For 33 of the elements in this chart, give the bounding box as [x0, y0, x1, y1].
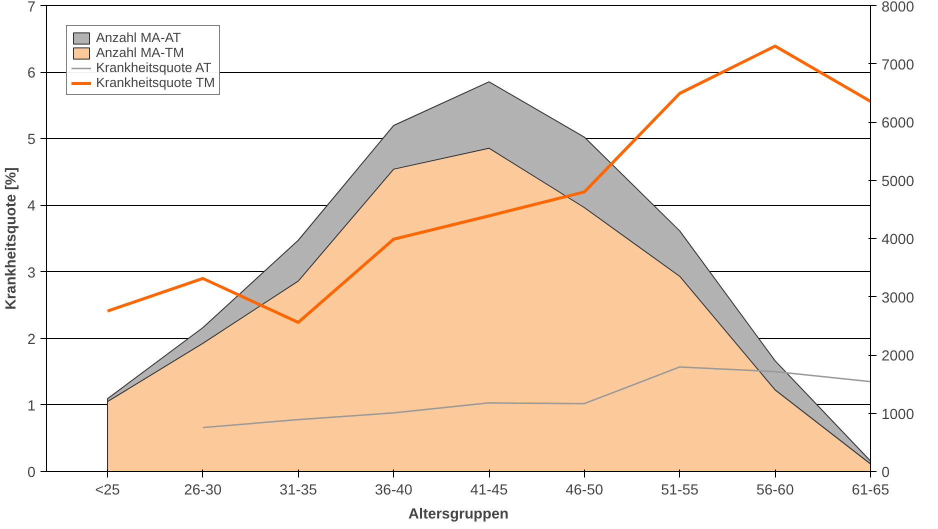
- y2-tick-label: 8000: [882, 0, 914, 16]
- y-tick-label: 5: [27, 132, 36, 148]
- y2-tick-label: 3000: [882, 290, 914, 306]
- y2-tick-label: 2000: [882, 348, 914, 364]
- y-tick-label: 7: [27, 0, 36, 16]
- y-tick-label: 3: [27, 265, 36, 282]
- y-tick-label: 2: [27, 332, 36, 348]
- legend-label: Anzahl MA-AT: [96, 30, 181, 45]
- x-tick-label: 61-65: [852, 482, 890, 498]
- x-tick-label: <25: [95, 482, 120, 498]
- legend-label: Krankheitsquote AT: [96, 60, 212, 75]
- x-tick-label: 36-40: [374, 482, 412, 498]
- x-tick-label: 26-30: [184, 482, 222, 498]
- y2-tick-label: 5000: [882, 174, 914, 190]
- x-tick-label: 56-60: [756, 482, 794, 498]
- y2-tick-label: 6000: [882, 116, 914, 132]
- y2-tick-label: 0: [882, 465, 890, 481]
- y2-tick-label: 7000: [882, 57, 914, 74]
- y2-tick-label: 1000: [882, 406, 914, 423]
- y-tick-label: 6: [27, 66, 36, 82]
- x-tick-label: 51-55: [661, 482, 699, 498]
- x-tick-label: 31-35: [280, 482, 318, 498]
- y-tick-label: 4: [27, 198, 36, 215]
- y-axis-title: Krankheitsquote [%]: [3, 167, 20, 310]
- x-tick-label: 46-50: [566, 482, 604, 498]
- legend-label: Krankheitsquote TM: [96, 75, 216, 90]
- x-tick-label: 41-45: [470, 482, 508, 498]
- y-tick-label: 0: [27, 465, 36, 481]
- y-tick-label: 1: [27, 398, 36, 414]
- y2-tick-label: 4000: [882, 232, 914, 248]
- line-series: [202, 366, 870, 428]
- legend-label: Anzahl MA-TM: [96, 45, 184, 60]
- x-axis-title: Altersgruppen: [408, 506, 509, 522]
